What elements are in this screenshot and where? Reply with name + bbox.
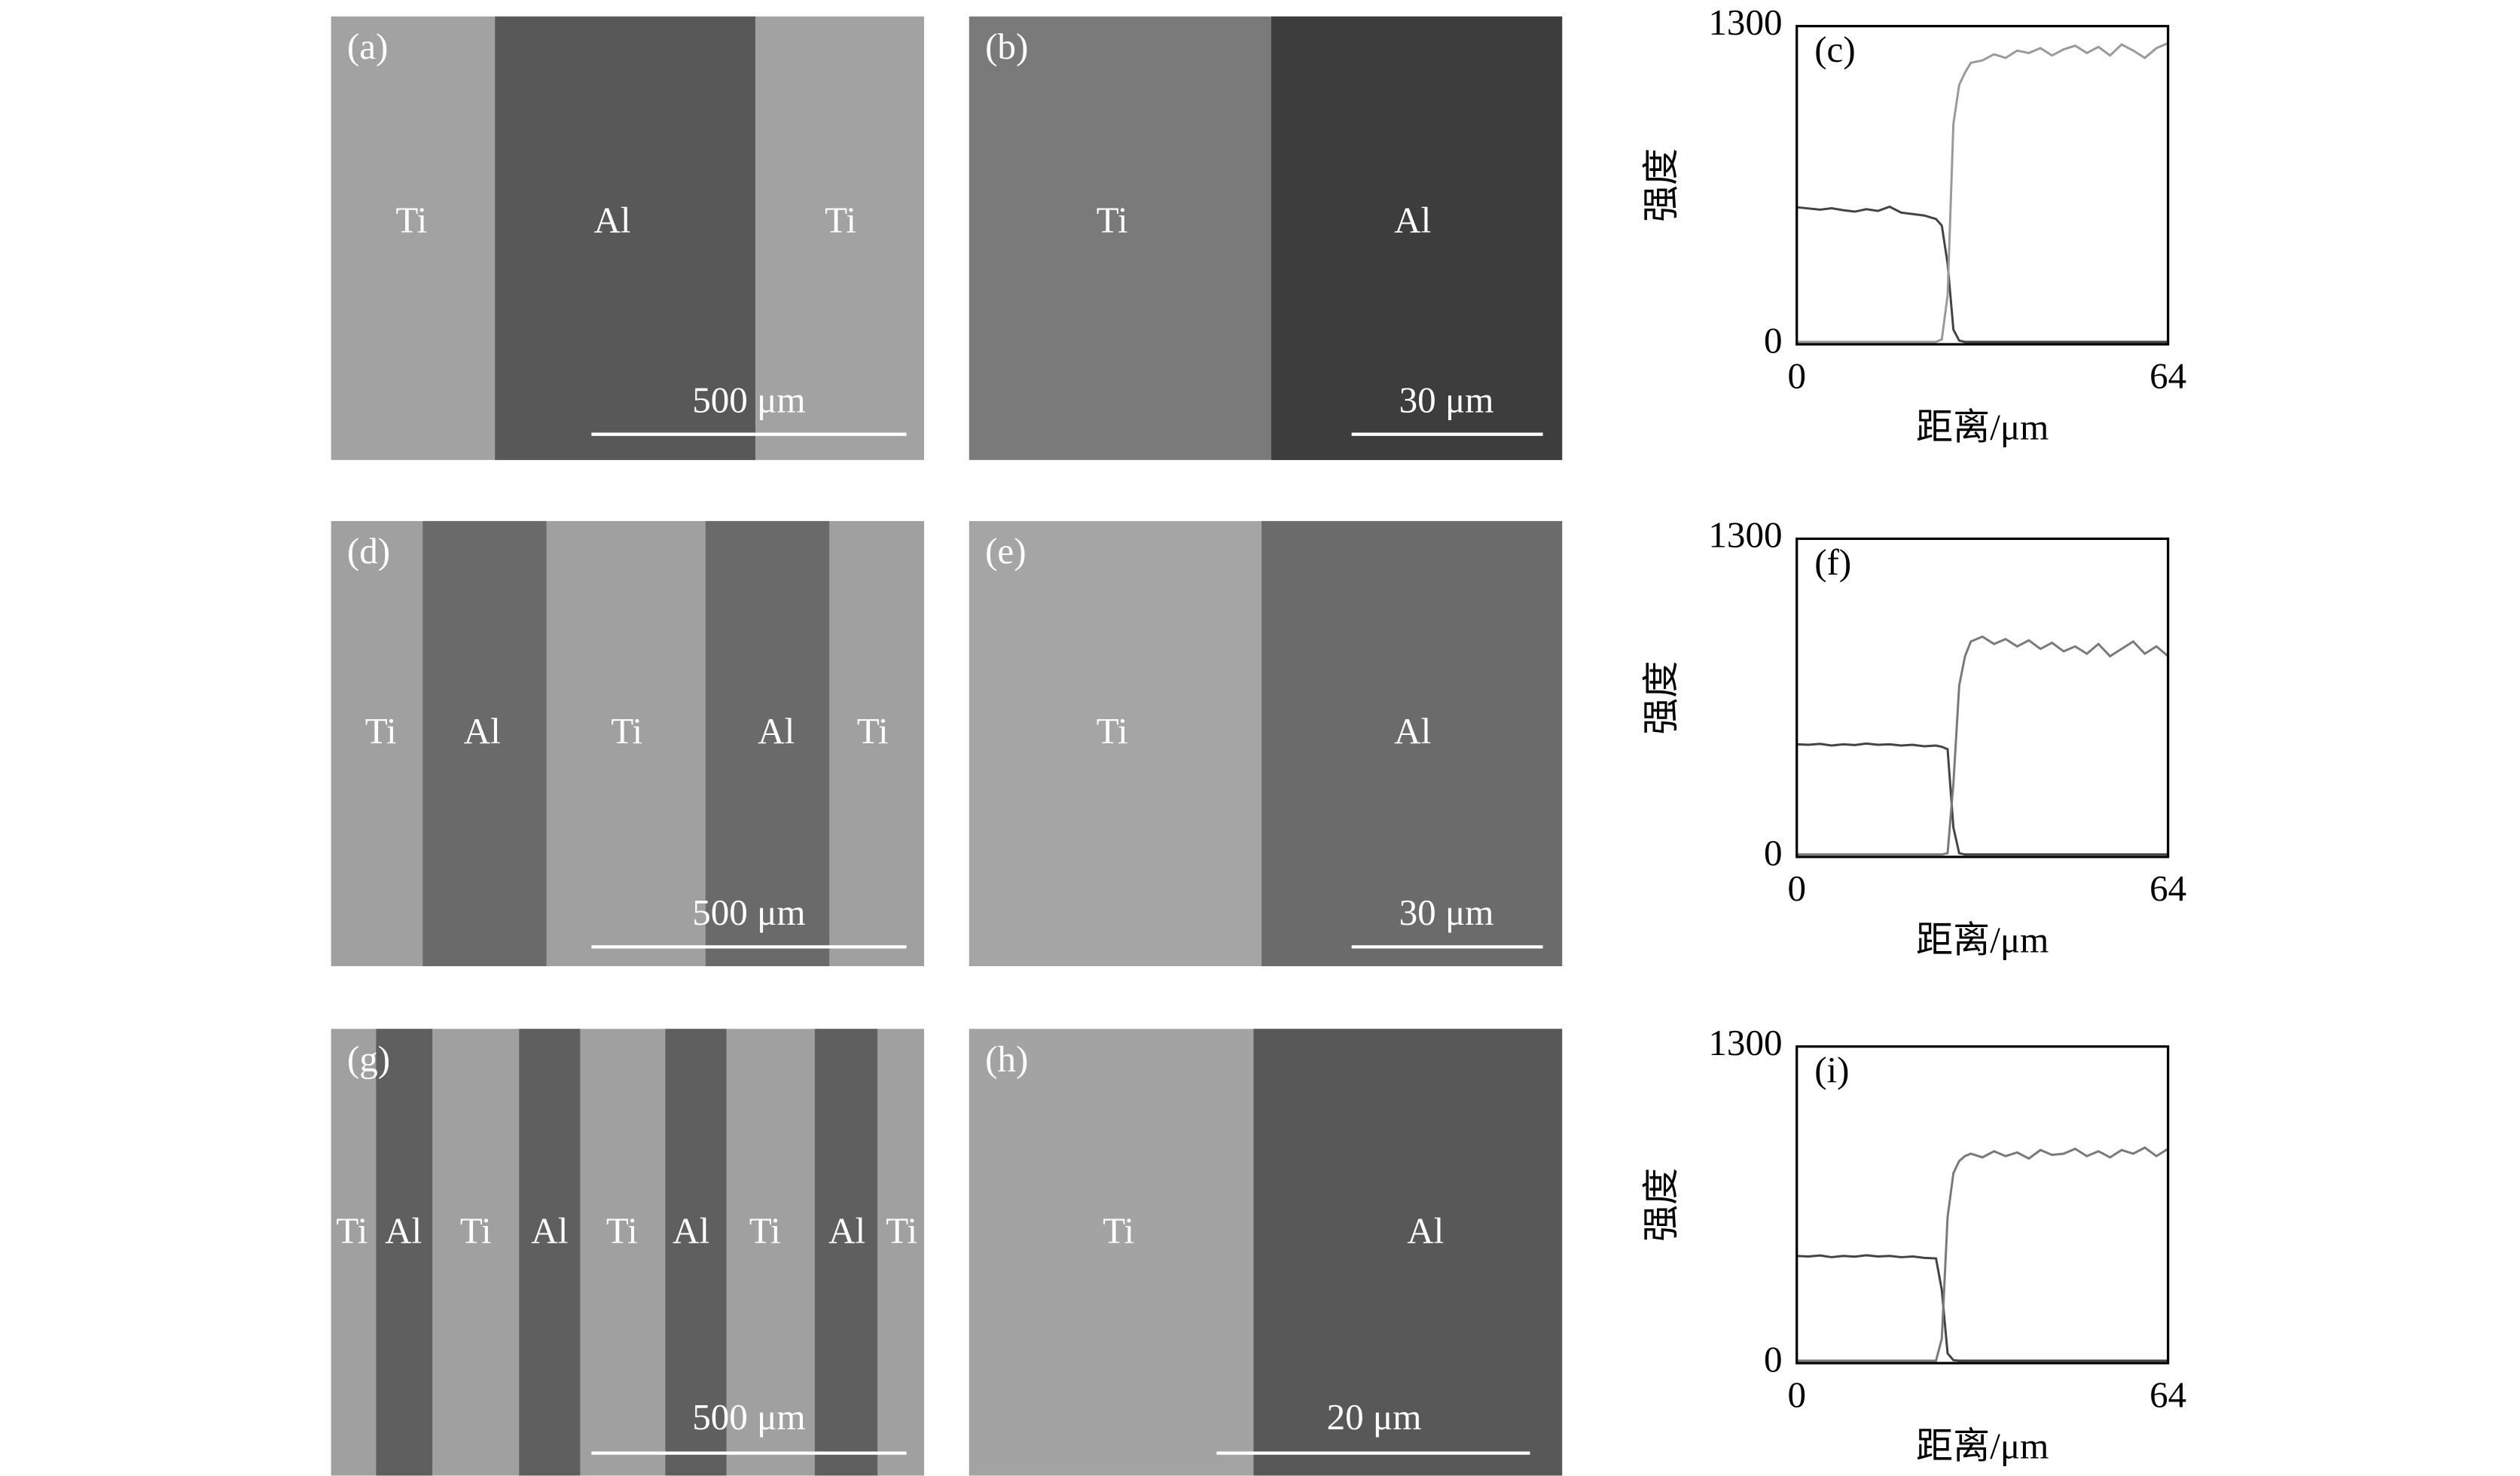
scan-line [1796, 635, 2169, 856]
region-label: Ti [1097, 710, 1128, 752]
panel-label: (d) [347, 530, 390, 572]
plot-frame [1795, 1045, 2170, 1365]
scale-bar-label: 500 μm [692, 892, 805, 933]
chart-title: (f) [1814, 541, 1851, 583]
region-label: Ti [460, 1210, 492, 1252]
y-tick-label: 1300 [1708, 514, 1782, 556]
al-band [423, 520, 547, 967]
region-label: Al [758, 710, 795, 752]
region-label: Al [464, 710, 501, 752]
chart-title: (c) [1814, 29, 1855, 70]
region-label: Al [1394, 199, 1431, 240]
region-label: Ti [611, 710, 642, 752]
scan-line [1796, 42, 2169, 343]
region-label: Al [673, 1210, 709, 1252]
al-band [519, 1029, 581, 1476]
scan-line [1796, 1254, 2168, 1362]
scale-bar-label: 20 μm [1327, 1396, 1422, 1438]
region-label: Al [531, 1210, 568, 1252]
panel-label: (b) [985, 26, 1028, 67]
region-label: Ti [365, 710, 397, 752]
al-band [1262, 520, 1563, 967]
region-label: Ti [825, 199, 856, 240]
region-label: Ti [1097, 199, 1128, 240]
y-tick-label: 1300 [1708, 1022, 1782, 1063]
scale-bar-label: 30 μm [1399, 892, 1494, 933]
region-label: Al [828, 1210, 865, 1252]
y-axis-label: 强度 [1640, 661, 1682, 735]
plot-frame [1795, 25, 2170, 346]
scan-line [1796, 205, 2168, 343]
x-tick-label: 64 [2149, 355, 2186, 396]
region-label: Ti [395, 199, 427, 240]
region-label: Al [1407, 1210, 1444, 1252]
panel-label: (a) [347, 26, 388, 67]
al-band [1253, 1029, 1563, 1476]
chart-title: (i) [1814, 1049, 1849, 1090]
region-label: Ti [336, 1210, 368, 1252]
region-label: Al [1394, 710, 1431, 752]
region-label: Ti [606, 1210, 638, 1252]
scan-line [1796, 1146, 2169, 1362]
x-tick-label: 0 [1787, 355, 1806, 396]
region-label: Ti [857, 710, 889, 752]
al-band [705, 520, 830, 967]
al-band [814, 1029, 878, 1476]
y-tick-label: 0 [1764, 319, 1783, 361]
panel-label: (h) [985, 1038, 1028, 1079]
panel-label: (g) [347, 1038, 390, 1079]
al-band [376, 1029, 433, 1476]
y-tick-label: 1300 [1708, 2, 1782, 43]
al-band [665, 1029, 727, 1476]
y-axis-label: 强度 [1640, 1168, 1682, 1242]
region-label: Ti [1103, 1210, 1134, 1252]
x-axis-label: 距离/μm [1916, 1426, 2049, 1467]
region-label: Ti [749, 1210, 781, 1252]
x-tick-label: 64 [2149, 1374, 2186, 1415]
y-tick-label: 0 [1764, 832, 1783, 874]
al-band [1271, 16, 1563, 460]
x-axis-label: 距离/μm [1916, 407, 2049, 448]
scan-line [1796, 742, 2168, 856]
y-axis-label: 强度 [1640, 148, 1682, 222]
x-tick-label: 64 [2149, 868, 2186, 909]
al-band [495, 16, 755, 460]
x-tick-label: 0 [1787, 868, 1806, 909]
panel-label: (e) [985, 530, 1026, 572]
region-label: Al [593, 199, 630, 240]
x-tick-label: 0 [1787, 1374, 1806, 1415]
scale-bar-label: 500 μm [692, 379, 805, 420]
scale-bar-label: 30 μm [1399, 379, 1494, 420]
plot-frame [1795, 537, 2170, 858]
scale-bar-label: 500 μm [692, 1396, 805, 1438]
y-tick-label: 0 [1764, 1338, 1783, 1380]
x-axis-label: 距离/μm [1916, 919, 2049, 960]
region-label: Ti [886, 1210, 917, 1252]
region-label: Al [385, 1210, 422, 1252]
